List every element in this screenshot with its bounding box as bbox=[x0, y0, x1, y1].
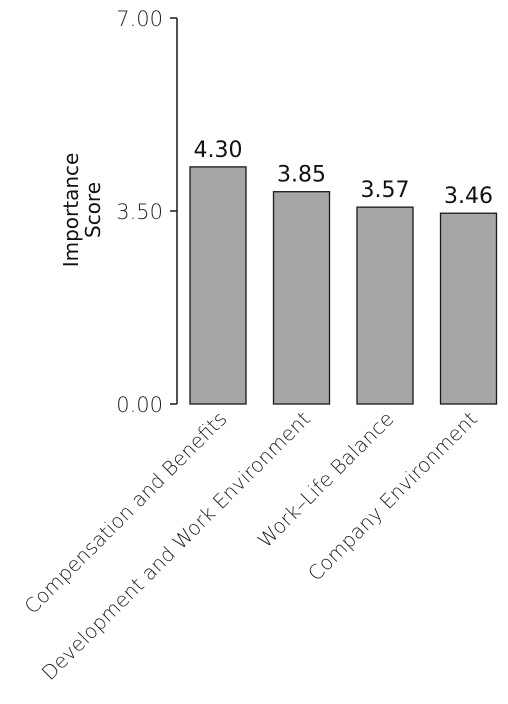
y-axis-title: Importance Score bbox=[59, 153, 105, 268]
y-tick-label: 3.50 bbox=[116, 200, 163, 224]
category-label: Company Environment bbox=[303, 407, 482, 586]
bars bbox=[189, 166, 498, 405]
category-label: Work–Life Balance bbox=[253, 407, 399, 553]
y-axis-title-line-2: Score bbox=[81, 182, 105, 238]
y-tick-label: 7.00 bbox=[116, 7, 163, 31]
bar bbox=[189, 166, 247, 405]
bar bbox=[439, 212, 498, 405]
bar-value-label: 3.57 bbox=[361, 178, 410, 203]
bar bbox=[272, 191, 331, 405]
bar-value-label: 4.30 bbox=[194, 138, 243, 163]
y-axis-title-line-1: Importance bbox=[59, 153, 83, 268]
bar bbox=[356, 206, 414, 405]
y-tick-label: 0.00 bbox=[116, 393, 163, 417]
bar-value-label: 3.85 bbox=[277, 163, 326, 188]
y-axis: 0.00 3.50 7.00 bbox=[116, 7, 178, 417]
value-labels: 4.30 3.85 3.57 3.46 bbox=[194, 138, 493, 209]
bar-value-label: 3.46 bbox=[444, 184, 493, 209]
